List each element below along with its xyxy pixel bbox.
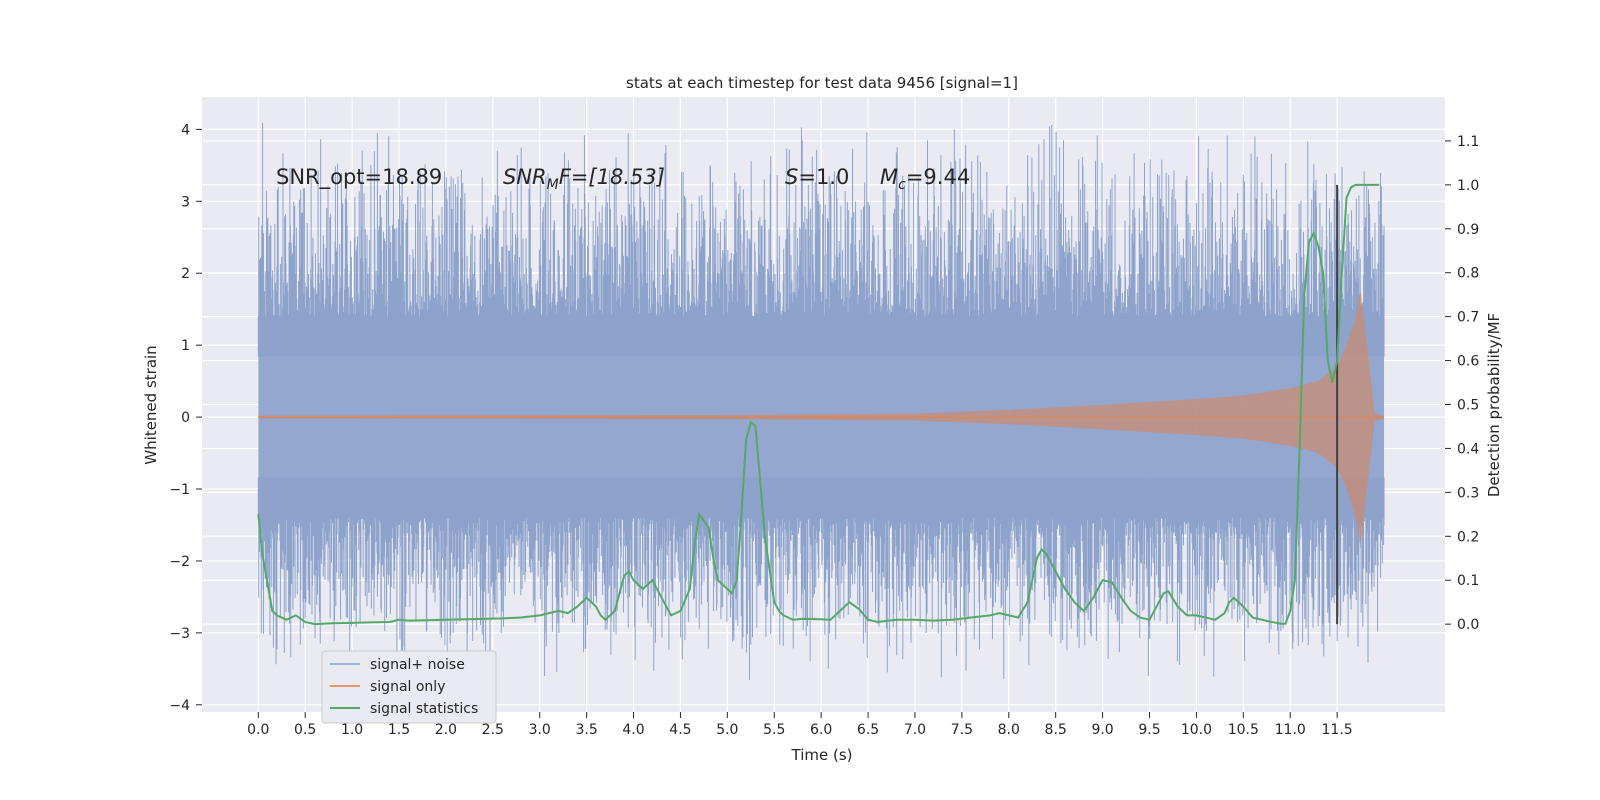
y2-tick-label-1: 0.1 (1457, 573, 1479, 589)
y-tick-label-0: −4 (169, 698, 190, 714)
mc-subscript: c (898, 177, 906, 193)
x-tick-label-11: 5.5 (763, 722, 785, 738)
y-tick-label-2: −2 (169, 554, 190, 570)
x-tick-label-16: 8.0 (998, 722, 1020, 738)
y-axis-right-ticks: 0.0 0.1 0.2 0.3 0.4 0.5 0.6 0.7 0.8 0.9 1.0 1.1 (1445, 134, 1479, 633)
y-tick-label-7: 3 (181, 194, 190, 210)
x-tick-label-6: 3.0 (529, 722, 551, 738)
legend-label-signal-statistics: signal statistics (370, 701, 478, 717)
series-signal-only (258, 289, 1385, 545)
annotation-mc: Mc=9.44 (880, 165, 970, 193)
y-tick-label-3: −1 (169, 482, 190, 498)
y2-tick-label-4: 0.4 (1457, 441, 1479, 457)
x-tick-label-8: 4.0 (622, 722, 644, 738)
x-tick-label-4: 2.0 (435, 722, 457, 738)
snr-mf-subscript: M (547, 177, 559, 193)
x-tick-label-13: 6.5 (857, 722, 879, 738)
y2-tick-label-3: 0.3 (1457, 485, 1479, 501)
snr-mf-value: F=[18.53] (559, 165, 665, 189)
x-tick-label-14: 7.0 (904, 722, 926, 738)
y2-tick-label-8: 0.8 (1457, 266, 1479, 282)
x-tick-label-3: 1.5 (388, 722, 410, 738)
mc-symbol: M (880, 165, 898, 189)
legend-label-signal-only: signal only (370, 679, 445, 695)
x-tick-label-17: 8.5 (1045, 722, 1067, 738)
annotation-snr-opt: SNR_opt=18.89 (276, 165, 442, 190)
y-tick-label-4: 0 (181, 410, 190, 426)
x-tick-label-9: 4.5 (669, 722, 691, 738)
snr-mf-symbol: SNR (503, 165, 547, 189)
x-axis-ticks: 0.0 0.5 1.0 1.5 2.0 2.5 3.0 3.5 4.0 4.5 5.0 5.5 6.0 6… (247, 712, 1353, 738)
y2-tick-label-7: 0.7 (1457, 310, 1479, 326)
x-tick-label-15: 7.5 (951, 722, 973, 738)
x-axis-label: Time (s) (791, 746, 853, 764)
s-value: =1.0 (798, 165, 849, 189)
annotation-s: S=1.0 (785, 165, 849, 189)
y-tick-label-8: 4 (181, 122, 190, 138)
x-tick-label-1: 0.5 (294, 722, 316, 738)
x-tick-label-2: 1.0 (341, 722, 363, 738)
legend-label-signal-noise: signal+ noise (370, 657, 465, 673)
y2-tick-label-0: 0.0 (1457, 617, 1479, 633)
x-tick-label-12: 6.0 (810, 722, 832, 738)
y-tick-label-1: −3 (169, 626, 190, 642)
chart-title: stats at each timestep for test data 945… (626, 74, 1018, 92)
s-symbol: S (785, 165, 798, 189)
x-tick-label-21: 10.5 (1228, 722, 1259, 738)
legend-box (321, 650, 497, 724)
y2-axis-label: Detection probability/MF (1485, 313, 1503, 497)
y-tick-label-5: 1 (181, 338, 190, 354)
y-tick-label-6: 2 (181, 266, 190, 282)
y2-tick-label-9: 0.9 (1457, 222, 1479, 238)
x-tick-label-20: 10.0 (1181, 722, 1212, 738)
x-tick-label-0: 0.0 (247, 722, 269, 738)
y-axis-left-ticks: −4 −3 −2 −1 0 1 2 3 4 (169, 122, 202, 714)
x-tick-label-23: 11.5 (1322, 722, 1353, 738)
y-axis-label: Whitened strain (142, 345, 160, 464)
x-tick-label-22: 11.0 (1275, 722, 1306, 738)
series-signal-statistics (257, 183, 1380, 626)
x-tick-label-19: 9.5 (1138, 722, 1160, 738)
y2-tick-label-5: 0.5 (1457, 398, 1479, 414)
mc-value: =9.44 (906, 165, 970, 189)
annotation-snr-mf: SNRMF=[18.53] (503, 165, 665, 193)
x-tick-label-18: 9.0 (1091, 722, 1113, 738)
y2-tick-label-2: 0.2 (1457, 529, 1479, 545)
y2-tick-label-10: 1.0 (1457, 178, 1479, 194)
x-tick-label-10: 5.0 (716, 722, 738, 738)
x-tick-label-5: 2.5 (482, 722, 504, 738)
y2-tick-label-6: 0.6 (1457, 354, 1479, 370)
signal-noise-trace (257, 122, 1385, 680)
legend: signal+ noise signal only signal statist… (321, 650, 497, 724)
x-tick-label-7: 3.5 (575, 722, 597, 738)
y2-tick-label-11: 1.1 (1457, 134, 1479, 150)
